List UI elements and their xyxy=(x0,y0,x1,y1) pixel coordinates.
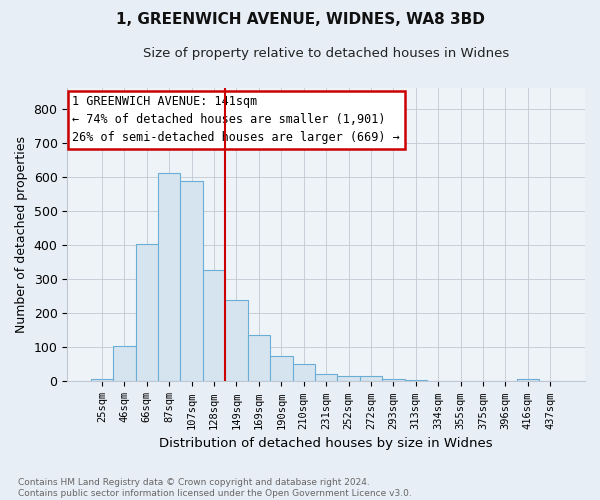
Bar xyxy=(248,335,270,382)
Bar xyxy=(136,244,158,382)
X-axis label: Distribution of detached houses by size in Widnes: Distribution of detached houses by size … xyxy=(160,437,493,450)
Bar xyxy=(293,364,315,382)
Y-axis label: Number of detached properties: Number of detached properties xyxy=(15,136,28,333)
Title: Size of property relative to detached houses in Widnes: Size of property relative to detached ho… xyxy=(143,48,509,60)
Bar xyxy=(181,181,203,382)
Bar xyxy=(225,300,248,382)
Bar xyxy=(270,356,293,382)
Bar xyxy=(360,376,382,382)
Bar xyxy=(315,374,337,382)
Bar xyxy=(382,380,404,382)
Bar xyxy=(91,379,113,382)
Bar xyxy=(517,378,539,382)
Bar xyxy=(337,376,360,382)
Text: Contains HM Land Registry data © Crown copyright and database right 2024.
Contai: Contains HM Land Registry data © Crown c… xyxy=(18,478,412,498)
Bar xyxy=(404,380,427,382)
Bar xyxy=(203,270,225,382)
Bar xyxy=(158,172,181,382)
Text: 1 GREENWICH AVENUE: 141sqm
← 74% of detached houses are smaller (1,901)
26% of s: 1 GREENWICH AVENUE: 141sqm ← 74% of deta… xyxy=(73,96,400,144)
Text: 1, GREENWICH AVENUE, WIDNES, WA8 3BD: 1, GREENWICH AVENUE, WIDNES, WA8 3BD xyxy=(116,12,484,28)
Bar xyxy=(113,346,136,382)
